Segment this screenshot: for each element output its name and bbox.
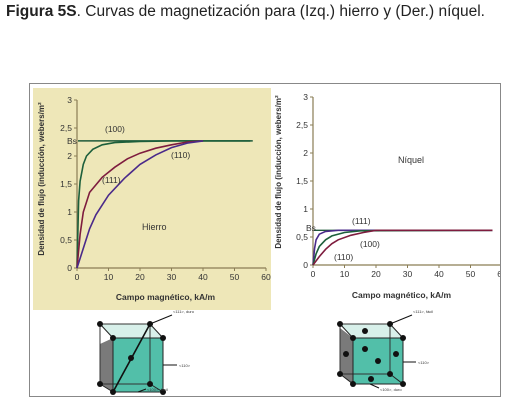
nickel-cube-face-atom — [368, 376, 374, 382]
nickel-cube-face-atom — [362, 346, 368, 352]
left-curve-100 — [76, 140, 251, 269]
nickel-cube-face-atom — [375, 358, 381, 364]
left-x-tick-label: 60 — [261, 272, 271, 282]
right-y-tick-label: 3 — [303, 92, 308, 102]
iron-cube-edge — [149, 323, 164, 339]
right-panel-bg — [274, 88, 497, 288]
right-y-tick-label: 2 — [303, 148, 308, 158]
figure-frame: 0 10 20 30 40 50 60 0 0,5 1 1,5 2 2,5 3 Campo magnétic… — [29, 83, 501, 397]
right-y-tick-label: 1 — [303, 204, 308, 214]
left-y-tick-label: 3 — [67, 95, 72, 105]
left-x-axis-title: Campo magnético, kA/m — [116, 292, 216, 302]
nickel-cube-face-atom — [343, 351, 349, 357]
iron-cube-center-atom — [128, 355, 134, 361]
iron-cube-atom — [160, 335, 166, 341]
iron-cube-atom — [147, 381, 153, 387]
left-x-tick-label: 40 — [198, 272, 208, 282]
left-x-tick-label: 10 — [104, 272, 114, 282]
nickel-cube-atom — [400, 335, 406, 341]
right-x-tick-label: 50 — [466, 269, 476, 279]
left-series-label-111: (111) — [102, 175, 121, 185]
right-series-label-100: (100) — [360, 239, 380, 249]
right-x-tick-label: 30 — [403, 269, 413, 279]
iron-cube-label-100: <100>, fácil — [147, 387, 168, 392]
iron-cube-side-face — [100, 338, 113, 392]
nickel-cube-atom — [387, 371, 393, 377]
left-saturation-label: Bs — [67, 136, 77, 146]
left-curve-110 — [76, 140, 204, 269]
nickel-cube-atom — [400, 381, 406, 387]
nickel-cube-face-atom — [393, 351, 399, 357]
iron-cube-label-111: <111>, duro — [173, 309, 195, 314]
iron-cube-atom — [147, 321, 153, 327]
left-y-tick-label: 2 — [67, 151, 72, 161]
right-x-tick-label: 40 — [434, 269, 444, 279]
left-y-axis-title: Densidad de flujo (inducción, webers/m² — [37, 102, 46, 256]
caption-lead: Figura 5S — [6, 3, 77, 20]
left-x-tick-label: 0 — [75, 272, 80, 282]
nickel-cube-arrow-100 — [369, 383, 380, 389]
iron-cube-atom — [110, 335, 116, 341]
left-panel-bg — [33, 88, 271, 310]
figure-caption: Figura 5S. Curvas de magnetización para … — [6, 2, 506, 22]
right-x-tick-label: 20 — [371, 269, 381, 279]
right-x-tick-label: 60 — [497, 269, 500, 279]
right-x-axis-title: Campo magnético, kA/m — [352, 290, 452, 300]
right-x-tick-label: 10 — [340, 269, 350, 279]
right-material-label: Níquel — [398, 155, 424, 165]
right-y-tick-label: 1,5 — [296, 176, 308, 186]
iron-cube-label-110: <110> — [179, 363, 191, 368]
iron-bcc-cube: <111>, duro <110> <100>, fácil — [97, 309, 195, 395]
left-x-tick-label: 20 — [135, 272, 145, 282]
left-y-tick-label: 1 — [67, 207, 72, 217]
nickel-cube-atom — [350, 381, 356, 387]
nickel-cube-arrow-111 — [389, 314, 413, 325]
iron-cube-atom — [97, 321, 103, 327]
right-series-label-111: (111) — [352, 216, 371, 226]
left-x-tick-label: 50 — [230, 272, 240, 282]
left-series-label-110: (110) — [171, 150, 190, 160]
right-y-axis-title: Densidad de flujo (inducción, webers/m² — [274, 95, 283, 249]
iron-cube-atom — [110, 389, 116, 395]
left-y-tick-label: 1,5 — [60, 179, 72, 189]
iron-cube-atom — [97, 381, 103, 387]
nickel-cube-label-111: <111>, fácil — [413, 309, 433, 314]
right-x-tick-label: 0 — [311, 269, 316, 279]
right-y-tick-label: 2,5 — [296, 120, 308, 130]
left-y-tick-label: 0 — [67, 263, 72, 273]
iron-cube-top-face — [100, 324, 163, 338]
right-curve-100 — [312, 229, 493, 266]
iron-cube-arrow-110 — [137, 388, 147, 393]
right-series-label-110: (110) — [334, 252, 353, 262]
nickel-cube-label-110: <110> — [418, 360, 430, 365]
iron-cube-atom — [160, 389, 166, 395]
right-curve-110 — [312, 229, 493, 266]
caption-text: . Curvas de magnetización para (Izq.) hi… — [76, 3, 485, 20]
nickel-cube-label-100: <100>, duro — [380, 387, 402, 392]
nickel-cube-edge — [339, 323, 354, 339]
left-x-tick-label: 30 — [167, 272, 177, 282]
left-curve-111 — [76, 140, 204, 269]
left-y-tick-label: 2,5 — [60, 123, 72, 133]
nickel-cube-atom — [350, 335, 356, 341]
nickel-cube-edge — [389, 323, 404, 339]
left-series-label-100: (100) — [105, 124, 125, 134]
right-curve-111 — [312, 229, 493, 266]
right-y-tick-label: 0,5 — [296, 232, 308, 242]
nickel-cube-atom — [387, 321, 393, 327]
nickel-cube-top-face — [340, 324, 403, 338]
nickel-cube-atom — [337, 371, 343, 377]
left-material-label: Hierro — [142, 222, 167, 232]
iron-cube-arrow-111 — [149, 314, 173, 325]
right-saturation-label: Bs — [306, 223, 316, 233]
iron-cube-edge — [99, 323, 114, 339]
right-y-tick-label: 0 — [303, 260, 308, 270]
nickel-cube-atom — [337, 321, 343, 327]
nickel-cube-face-atom — [362, 328, 368, 334]
nickel-fcc-cube: <111>, fácil <110> <100>, duro — [337, 309, 433, 392]
left-y-tick-label: 0,5 — [60, 235, 72, 245]
